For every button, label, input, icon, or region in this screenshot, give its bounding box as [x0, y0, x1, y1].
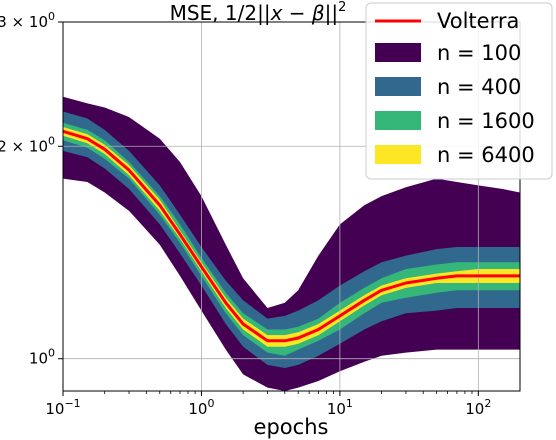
band-n-100 [63, 96, 520, 392]
band-n-1600 [63, 122, 520, 356]
volterra-line-group [62, 129, 520, 343]
x-tick-label: 101 [327, 397, 353, 418]
x-tick-label: 102 [465, 397, 491, 418]
legend-swatch-n-400 [375, 77, 421, 96]
legend-label-n-400: n = 400 [437, 75, 521, 99]
x-axis-title: epochs [254, 415, 329, 439]
chart-title: MSE, 1/2||x − β||2 [170, 0, 347, 25]
y-tick-label: 100 [29, 347, 55, 368]
legend-label-n-100: n = 100 [437, 41, 521, 65]
chart-title-suffix: || [325, 1, 338, 25]
y-tick-label: 2 × 100 [0, 134, 55, 155]
x-tick-label: 10−1 [45, 397, 80, 418]
legend-volterra-label: Volterra [437, 9, 519, 33]
confidence-bands [63, 96, 520, 392]
plot-frame [62, 21, 521, 392]
legend-swatch-n-1600 [375, 111, 421, 130]
axis-ticks: 10−1 100 101 102 3 × 100 2 × 100 100 [0, 10, 491, 418]
chart-title-sup: 2 [338, 0, 346, 15]
legend: Volterra n = 100 n = 400 n = 1600 n = 6400 [365, 2, 553, 180]
legend-label-n-1600: n = 1600 [437, 109, 535, 133]
volterra-line [62, 129, 520, 343]
legend-label-n-6400: n = 6400 [437, 143, 535, 167]
legend-swatch-n-6400 [375, 145, 421, 164]
y-tick-label: 3 × 100 [0, 10, 55, 31]
legend-swatch-n-100 [375, 43, 421, 62]
band-n-6400 [63, 127, 520, 347]
band-n-400 [63, 111, 520, 368]
legend-band-items: n = 100 n = 400 n = 1600 n = 6400 [375, 41, 535, 167]
x-tick-label: 100 [188, 397, 214, 418]
chart-title-math: x − β [270, 1, 325, 25]
